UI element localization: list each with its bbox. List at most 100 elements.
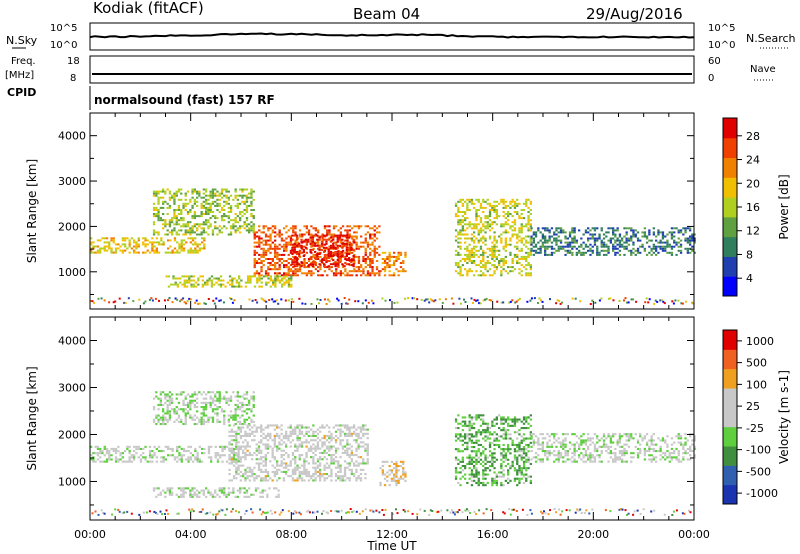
velocity-echo-cell <box>459 460 462 463</box>
velocity-echo-cell <box>242 426 245 429</box>
power-echo-cell <box>537 247 540 250</box>
power-echo-cell <box>264 274 268 277</box>
velocity-echo-cell <box>355 464 358 467</box>
power-echo-cell <box>509 200 512 203</box>
velocity-echo-cell <box>473 441 476 444</box>
power-echo-cell <box>276 262 279 264</box>
power-echo-cell <box>318 238 321 241</box>
power-echo-cell <box>355 243 358 246</box>
power-echo-cell <box>190 279 193 282</box>
velocity-echo-cell <box>381 460 384 463</box>
power-echo-cell <box>464 258 467 260</box>
power-echo-cell <box>493 255 496 258</box>
velocity-echo-cell <box>203 447 206 450</box>
velocity-echo-cell <box>305 470 308 473</box>
power-echo-cell <box>351 235 354 238</box>
power-echo-cell <box>375 247 379 250</box>
velocity-echo-cell <box>232 434 236 437</box>
velocity-echo-cell <box>237 460 240 463</box>
power-echo-cell <box>360 266 363 269</box>
power-echo-cell <box>352 240 355 243</box>
velocity-echo-cell <box>328 449 331 452</box>
velocity-echo-cell <box>171 491 174 494</box>
velocity-echo-cell <box>119 454 122 457</box>
velocity-echo-cell <box>507 416 510 419</box>
velocity-echo-cell <box>493 481 496 484</box>
power-echo-cell <box>493 253 496 256</box>
velocity-echo-cell <box>461 424 464 427</box>
power-echo-cell <box>612 233 615 236</box>
velocity-echo-cell <box>397 465 400 468</box>
velocity-echo-cell <box>461 429 464 432</box>
velocity-echo-cell <box>253 439 256 442</box>
velocity-echo-cell <box>242 445 245 448</box>
power-echo-cell <box>154 297 157 300</box>
power-echo-cell <box>526 300 529 303</box>
power-echo-cell <box>513 221 517 224</box>
velocity-echo-cell <box>312 458 315 461</box>
power-echo-cell <box>209 209 212 211</box>
power-echo-cell <box>525 264 528 267</box>
power-echo-cell <box>258 258 261 260</box>
power-echo-cell <box>329 246 333 249</box>
velocity-echo-cell <box>507 446 510 449</box>
power-echo-cell <box>598 253 601 256</box>
power-echo-cell <box>364 253 367 256</box>
velocity-echo-cell <box>246 424 249 427</box>
power-echo-cell <box>591 245 594 248</box>
power-echo-cell <box>479 260 483 262</box>
velocity-echo-cell <box>522 422 526 425</box>
power-echo-cell <box>327 253 330 255</box>
velocity-echo-cell <box>205 420 208 423</box>
power-echo-cell <box>589 249 592 252</box>
power-echo-cell <box>285 237 288 240</box>
power-echo-cell <box>441 301 444 304</box>
power-echo-cell <box>137 239 140 242</box>
power-echo-cell <box>520 274 523 277</box>
power-echo-cell <box>504 229 507 232</box>
velocity-echo-cell <box>264 458 267 461</box>
velocity-echo-cell <box>468 458 471 461</box>
velocity-echo-cell <box>239 458 242 461</box>
velocity-echo-cell <box>341 475 344 478</box>
power-echo-cell <box>209 206 212 209</box>
velocity-echo-cell <box>264 464 267 467</box>
power-echo-cell <box>504 217 507 220</box>
velocity-echo-cell <box>362 441 365 444</box>
power-echo-cell <box>614 239 617 242</box>
power-echo-cell <box>364 237 367 240</box>
velocity-echo-cell <box>237 456 240 459</box>
power-echo-cell <box>283 227 286 230</box>
velocity-echo-cell <box>339 479 342 482</box>
power-echo-cell <box>175 190 178 193</box>
power-echo-cell <box>323 227 327 230</box>
velocity-echo-cell <box>541 445 544 448</box>
power-echo-cell <box>290 275 293 278</box>
power-echo-cell <box>207 202 210 205</box>
power-echo-cell <box>191 227 194 230</box>
power-echo-cell <box>513 253 517 256</box>
power-echo-cell <box>520 231 523 234</box>
power-echo-cell <box>99 247 102 250</box>
power-echo-cell <box>207 209 210 211</box>
power-echo-cell <box>479 245 483 248</box>
power-echo-cell <box>529 209 532 211</box>
velocity-echo-cell <box>479 431 483 434</box>
power-echo-cell <box>289 264 293 267</box>
velocity-echo-cell <box>507 443 510 446</box>
power-echo-cell <box>479 274 483 277</box>
velocity-echo-cell <box>142 447 145 450</box>
velocity-echo-cell <box>171 447 174 450</box>
velocity-echo-cell <box>182 403 185 406</box>
power-echo-cell <box>691 235 694 238</box>
power-echo-cell <box>114 243 118 246</box>
power-echo-cell <box>146 239 149 242</box>
power-echo-cell <box>580 253 583 256</box>
velocity-echo-cell <box>323 441 326 444</box>
power-echo-cell <box>520 241 523 244</box>
power-echo-cell <box>309 248 312 251</box>
velocity-echo-cell <box>386 471 389 474</box>
power-echo-cell <box>210 279 214 282</box>
velocity-echo-cell <box>484 477 487 480</box>
power-echo-cell <box>268 299 271 301</box>
